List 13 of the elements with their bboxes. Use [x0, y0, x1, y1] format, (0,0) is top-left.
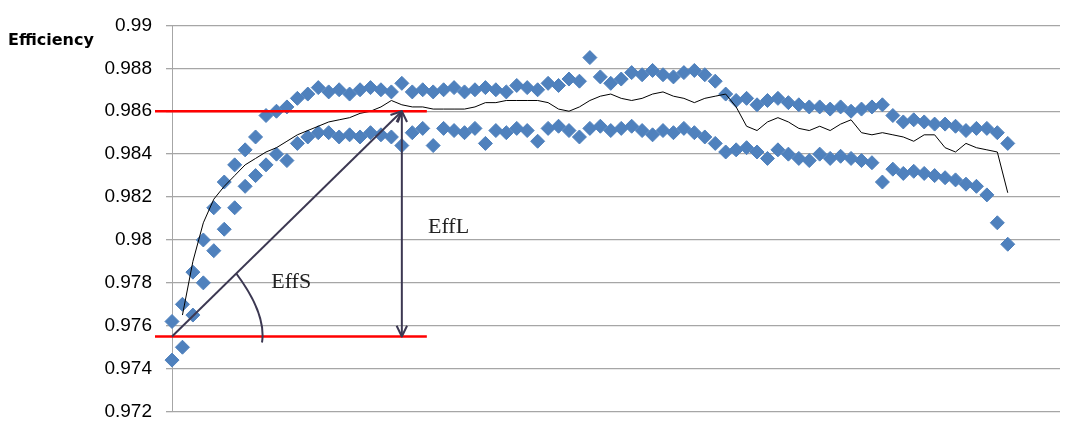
y-tick-label: 0.976: [104, 314, 152, 336]
y-tick-label: 0.98: [115, 228, 152, 250]
y-tick-label: 0.974: [104, 356, 153, 378]
y-axis-title: Efficiency: [8, 30, 94, 49]
y-tick-label: 0.984: [104, 142, 153, 164]
annotation: EffL: [427, 213, 470, 239]
y-tick-label: 0.982: [104, 185, 152, 207]
y-tick-label: 0.978: [104, 271, 152, 293]
y-tick-label: 0.99: [115, 13, 152, 35]
y-tick-label: 0.988: [104, 56, 152, 78]
y-tick-label: 0.986: [104, 99, 152, 121]
annotation: EffS: [271, 268, 312, 294]
y-tick-label: 0.972: [104, 399, 152, 421]
